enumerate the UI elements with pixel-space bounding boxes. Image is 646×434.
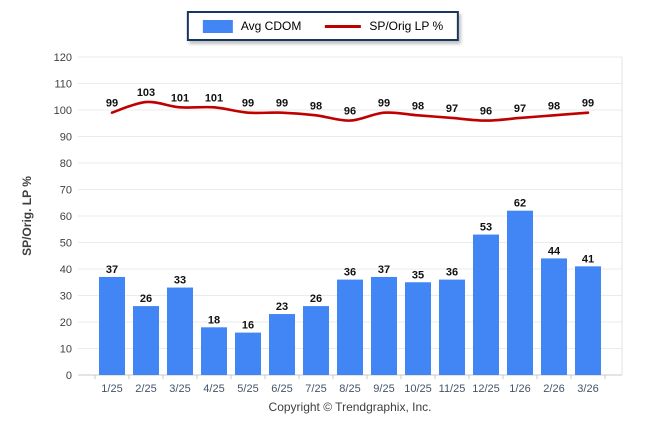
y-axis-tick-label: 0	[66, 370, 72, 382]
bar-value-label: 36	[344, 267, 356, 279]
y-axis-tick-label: 60	[60, 211, 72, 223]
legend-item-avg-cdom: Avg CDOM	[202, 19, 302, 33]
bar	[201, 327, 227, 375]
legend-box: Avg CDOM SP/Orig LP %	[186, 11, 460, 41]
bar-value-label: 53	[480, 222, 492, 234]
bar-value-label: 36	[446, 267, 458, 279]
x-axis-tick-label: 2/25	[135, 383, 156, 395]
line-value-label: 98	[412, 100, 424, 112]
y-axis-tick-label: 40	[60, 264, 72, 276]
line-value-label: 101	[205, 92, 223, 104]
x-axis-tick-label: 11/25	[439, 383, 466, 395]
line-value-label: 99	[582, 98, 594, 110]
line-value-label: 96	[344, 106, 356, 118]
x-axis-tick-label: 1/26	[509, 383, 530, 395]
bar	[269, 314, 295, 375]
y-axis-tick-label: 30	[60, 291, 72, 303]
x-axis-tick-label: 9/25	[373, 383, 394, 395]
bar	[575, 266, 601, 375]
line-value-label: 99	[242, 98, 254, 110]
bar	[473, 234, 499, 375]
line-series-swatch	[325, 24, 362, 28]
bar	[541, 258, 567, 375]
line-value-label: 99	[378, 98, 390, 110]
legend-label-avg-cdom: Avg CDOM	[240, 19, 302, 33]
x-axis-tick-label: 10/25	[404, 383, 432, 395]
bar-value-label: 26	[310, 293, 322, 305]
legend-label-sp-orig-lp: SP/Orig LP %	[369, 19, 444, 33]
bar-value-label: 18	[208, 314, 220, 326]
x-axis-tick-label: 5/25	[237, 383, 258, 395]
bar-value-label: 62	[514, 198, 526, 210]
y-axis-tick-label: 80	[60, 158, 72, 170]
y-axis-tick-label: 10	[60, 344, 72, 356]
x-axis-tick-label: 3/26	[577, 383, 598, 395]
bar	[371, 276, 397, 375]
bar-value-label: 41	[582, 253, 594, 265]
trend-line	[110, 100, 590, 122]
x-axis-tick-label: 2/26	[543, 383, 564, 395]
x-axis-tick-label: 7/25	[305, 383, 326, 395]
bar	[337, 279, 363, 375]
bar	[99, 276, 125, 375]
y-axis-tick-label: 120	[54, 52, 72, 64]
bar-value-label: 23	[276, 301, 288, 313]
bar-value-label: 33	[174, 275, 186, 287]
line-value-label: 103	[137, 87, 155, 99]
x-axis-tick-label: 12/25	[472, 383, 500, 395]
bar-value-label: 35	[412, 269, 424, 281]
bar	[405, 282, 431, 375]
y-axis-tick-label: 100	[54, 105, 72, 117]
bar	[133, 306, 159, 375]
bar-value-label: 44	[548, 245, 561, 257]
y-axis-tick-label: 90	[60, 132, 72, 144]
y-axis-tick-label: 110	[54, 79, 72, 91]
y-axis-tick-label: 20	[60, 317, 72, 329]
line-value-label: 98	[548, 100, 560, 112]
x-axis-tick-label: 8/25	[339, 383, 360, 395]
bar-value-label: 26	[140, 293, 152, 305]
bar-value-label: 16	[242, 320, 254, 332]
x-axis-tick-label: 6/25	[271, 383, 292, 395]
bar	[507, 210, 533, 375]
bar	[439, 279, 465, 375]
line-value-label: 99	[276, 98, 288, 110]
line-value-label: 98	[310, 100, 322, 112]
y-axis-tick-label: 70	[60, 185, 72, 197]
legend-item-sp-orig-lp: SP/Orig LP %	[325, 19, 443, 33]
x-axis-tick-label: 1/25	[101, 383, 122, 395]
line-value-label: 97	[446, 103, 458, 115]
bar	[167, 287, 193, 375]
x-axis-tick-label: 3/25	[169, 383, 190, 395]
y-axis-title: SP/Orig. LP %	[20, 176, 34, 256]
copyright-text: Copyright © Trendgraphix, Inc.	[269, 400, 432, 414]
line-value-label: 96	[480, 106, 492, 118]
y-axis-tick-label: 50	[60, 238, 72, 250]
bar-value-label: 37	[378, 264, 390, 276]
bar	[303, 306, 329, 375]
line-value-label: 101	[171, 92, 189, 104]
bar-value-label: 37	[106, 264, 118, 276]
bar	[235, 332, 261, 375]
line-value-label: 97	[514, 103, 526, 115]
x-axis-tick-label: 4/25	[203, 383, 224, 395]
bar-series-swatch	[202, 19, 233, 33]
line-value-label: 99	[106, 98, 118, 110]
